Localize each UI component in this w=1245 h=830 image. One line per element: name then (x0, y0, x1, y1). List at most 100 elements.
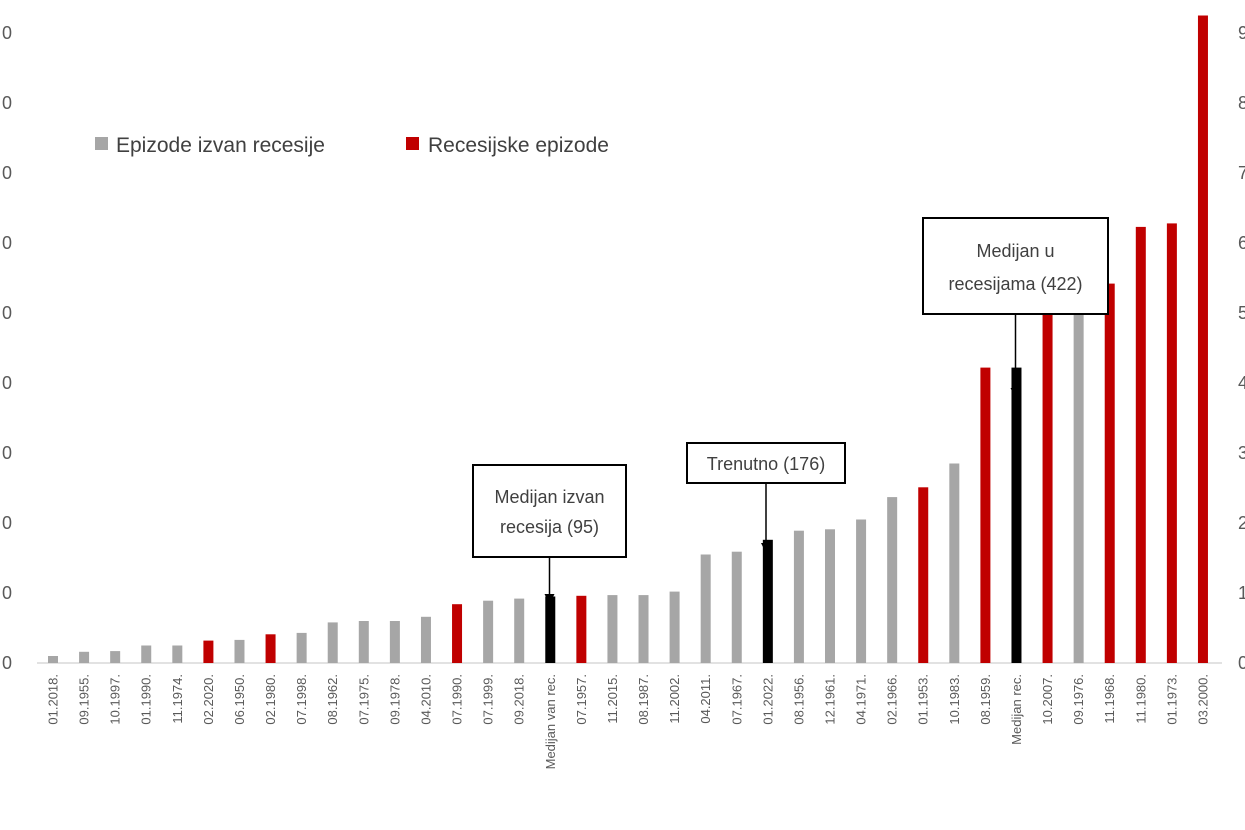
bar-rec (203, 640, 214, 663)
category-label: 07.1999. (481, 674, 496, 725)
category-label: 09.1978. (387, 674, 402, 725)
bar-rec (1104, 283, 1115, 663)
bar-non (731, 551, 742, 663)
category-label: 11.2002. (667, 674, 682, 724)
category-label: 10.1997. (108, 674, 123, 725)
right-tick-label: 4 (1238, 373, 1245, 393)
category-label: 07.1975. (356, 674, 371, 725)
category-label: 09.2018. (512, 674, 527, 725)
category-label: 04.1971. (854, 674, 869, 725)
bar-median (762, 539, 773, 663)
category-label: 02.1966. (885, 674, 900, 725)
bar-non (825, 529, 835, 663)
category-label: 01.1990. (139, 674, 154, 725)
bar-non (887, 497, 898, 663)
category-label: 08.1962. (325, 674, 340, 725)
bar-non (514, 598, 525, 663)
bar-non (110, 651, 121, 663)
category-label: 11.1974. (170, 674, 185, 724)
y-axis-ticks: 0 0 0 0 0 0 0 0 0 0 (2, 23, 12, 673)
annotation-median-non-recession: Medijan izvan recesija (95) (472, 464, 627, 604)
category-label: Medijan van rec. (543, 674, 558, 769)
category-label: 01.1973. (1164, 674, 1179, 725)
bars (48, 15, 1208, 663)
category-label: 01.1953. (916, 674, 931, 725)
category-label: 12.1961. (823, 674, 838, 725)
bar-non (949, 463, 960, 663)
category-label: 11.1968. (1102, 674, 1117, 724)
right-axis-ticks: 0 1 2 3 4 5 6 7 8 9 (1238, 23, 1245, 673)
y-tick-label: 0 (2, 163, 12, 183)
right-tick-label: 3 (1238, 443, 1245, 463)
bar-non (234, 639, 245, 663)
annotation-text-line-1: Medijan izvan (494, 487, 604, 507)
category-label: 01.2022. (760, 674, 775, 725)
bar-non (79, 651, 90, 663)
legend-swatch-non-recession (95, 137, 108, 150)
right-tick-label: 2 (1238, 513, 1245, 533)
bar-non (141, 645, 152, 663)
y-tick-label: 0 (2, 23, 12, 43)
bar-non (607, 595, 618, 663)
category-label: 04.2011. (698, 674, 713, 724)
category-label: 03.2000. (1195, 674, 1210, 725)
category-label: 09.1955. (77, 674, 92, 725)
category-label: 11.1980. (1133, 674, 1148, 724)
right-tick-label: 7 (1238, 163, 1245, 183)
category-label: 07.1957. (574, 674, 589, 725)
bar-non (483, 600, 494, 663)
category-labels: 01.2018. 09.1955. 10.1997. 01.1990. 11.1974.… (46, 674, 1211, 769)
y-tick-label: 0 (2, 93, 12, 113)
bar-non (327, 622, 338, 663)
bar-non (700, 554, 711, 663)
bar-non (420, 616, 431, 663)
legend-label-recession: Recesijske epizode (428, 134, 609, 157)
bar-non (793, 530, 804, 663)
bar-rec (452, 604, 463, 663)
category-label: 02.1980. (263, 674, 278, 725)
y-tick-label: 0 (2, 583, 12, 603)
bar-rec (980, 367, 991, 663)
category-label: 07.1990. (450, 674, 465, 725)
bar-rec (265, 634, 276, 663)
annotation-text-line-2: recesija (95) (500, 517, 599, 537)
right-tick-label: 0 (1238, 653, 1245, 673)
right-tick-label: 9 (1238, 23, 1245, 43)
annotation-box (472, 464, 627, 558)
category-label: 10.1983. (947, 674, 962, 725)
bar-non (172, 645, 183, 663)
y-tick-label: 0 (2, 373, 12, 393)
category-label: 11.2015. (605, 674, 620, 724)
bar-non (669, 591, 680, 663)
annotation-box (686, 442, 846, 484)
bar-rec (1135, 226, 1146, 663)
bar-non (1073, 290, 1084, 663)
bar-median (1011, 367, 1022, 663)
y-tick-label: 0 (2, 233, 12, 253)
right-tick-label: 8 (1238, 93, 1245, 113)
bar-median (545, 596, 556, 663)
bar-rec (1197, 15, 1208, 663)
right-tick-label: 6 (1238, 233, 1245, 253)
category-label: 09.1976. (1071, 674, 1086, 725)
annotation-box (922, 217, 1109, 315)
y-tick-label: 0 (2, 653, 12, 673)
bar-non (856, 519, 867, 663)
category-label: 07.1967. (729, 674, 744, 725)
category-label: 07.1998. (294, 674, 309, 725)
category-label: 01.2018. (46, 674, 61, 725)
legend: Epizode izvan recesije Recesijske epizod… (95, 134, 609, 157)
bar-rec (576, 595, 587, 663)
right-tick-label: 1 (1238, 583, 1245, 603)
bar-non (296, 632, 307, 663)
legend-swatch-recession (406, 137, 419, 150)
bar-rec (918, 487, 929, 663)
category-label: 10.2007. (1040, 674, 1055, 725)
legend-label-non-recession: Epizode izvan recesije (116, 134, 325, 157)
bar-non (638, 595, 649, 663)
annotation-median-recession: Medijan u recesijama (422) (922, 217, 1109, 398)
bar-non (389, 621, 400, 663)
category-label: 08.1987. (636, 674, 651, 725)
annotation-text-line-1: Medijan u (976, 241, 1054, 261)
